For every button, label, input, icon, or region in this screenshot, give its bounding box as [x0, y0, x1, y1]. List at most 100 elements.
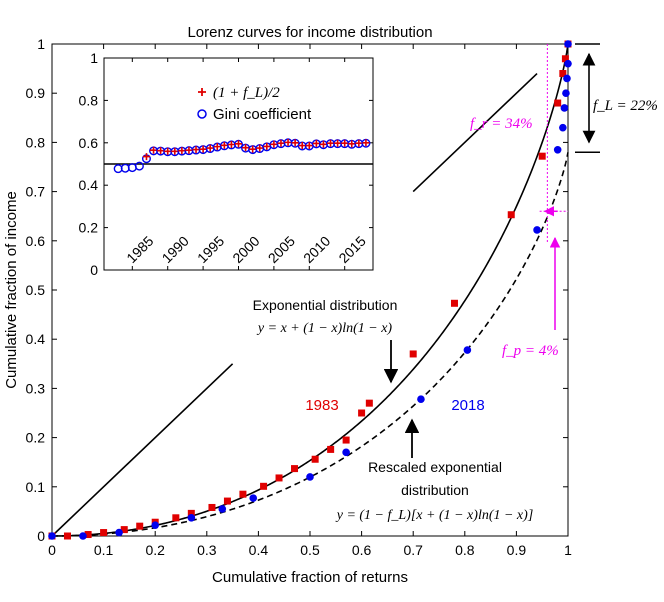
data-point-1983: [100, 529, 108, 537]
y-tick-label: 0.8: [26, 134, 46, 150]
inset-y-tick-label: 0: [90, 262, 98, 278]
x-tick-label: 0.2: [145, 542, 165, 558]
data-point-1983: [291, 465, 299, 473]
data-point-2018: [151, 521, 159, 529]
inset-y-tick-label: 0.4: [79, 177, 99, 193]
data-point-1983: [342, 436, 350, 444]
legend-circle-marker: [197, 109, 207, 119]
inset-gini-point: [134, 161, 144, 171]
inset-fL-point: [291, 139, 299, 147]
y-tick-label: 0.9: [26, 85, 46, 101]
y-tick-label: 0: [37, 528, 45, 544]
fp-label: f_p = 4%: [502, 343, 559, 359]
inset-fL-point: [185, 146, 193, 154]
data-point-2018: [553, 145, 562, 154]
data-point-2018: [115, 528, 123, 537]
inset-fL-point: [341, 139, 349, 147]
data-point-1983: [275, 474, 283, 482]
inset-fL-point: [298, 142, 306, 150]
x-tick-label: 0.6: [352, 542, 372, 558]
data-point-2018: [342, 448, 350, 457]
legend-gini-label: Gini coefficient: [213, 106, 312, 123]
data-point-1983: [136, 522, 144, 530]
inset-fL-point: [199, 145, 207, 153]
inset-fL-point: [355, 139, 363, 147]
data-point-1983: [172, 514, 180, 522]
data-point-1983: [554, 99, 562, 107]
fr-label: f_r = 34%: [470, 116, 533, 132]
inset-y-tick-label: 0.2: [79, 220, 99, 236]
x-tick-label: 0: [48, 542, 56, 558]
inset-fL-point: [213, 143, 221, 151]
y-tick-label: 0.4: [26, 331, 46, 347]
data-point-2018: [79, 532, 87, 540]
data-point-1983: [365, 399, 373, 407]
data-point-2018: [249, 494, 258, 502]
data-point-2018: [463, 346, 472, 354]
data-point-1983: [507, 211, 515, 219]
inset-fL-point: [157, 147, 165, 155]
inset-fL-point: [263, 142, 271, 150]
inset-fL-point: [164, 147, 172, 155]
data-point-2018: [562, 89, 570, 97]
data-point-1983: [409, 350, 417, 358]
data-point-2018: [417, 395, 425, 404]
legend-fL-label: (1 + f_L)/2: [213, 85, 280, 101]
y-axis-label: Cumulative fraction of income: [3, 191, 20, 389]
x-tick-label: 0.9: [507, 542, 527, 558]
data-point-1983: [223, 497, 231, 505]
rescaled-label-1: Rescaled exponential: [368, 459, 502, 475]
label-1983: 1983: [305, 397, 338, 414]
inset-fL-point: [270, 140, 278, 148]
inset-y-tick-label: 1: [90, 50, 98, 66]
y-tick-label: 0.1: [26, 479, 46, 495]
inset-fL-point: [142, 153, 150, 161]
inset-y-tick-label: 0.6: [79, 135, 99, 151]
y-tick-label: 1: [37, 36, 45, 52]
equality-line: [51, 363, 234, 537]
rescaled-label-2: distribution: [401, 482, 469, 498]
inset-fL-point: [256, 144, 264, 152]
chart-title: Lorenz curves for income distribution: [187, 24, 432, 41]
data-point-2018: [559, 123, 567, 132]
fL-label: f_L = 22%: [593, 98, 658, 114]
rescaled-formula: y = (1 − f_L)[x + (1 − x)ln(1 − x)]: [335, 508, 534, 523]
data-point-2018: [564, 59, 572, 68]
x-tick-label: 0.8: [455, 542, 475, 558]
data-point-1983: [120, 526, 128, 534]
inset-fL-point: [235, 140, 242, 148]
x-tick-label: 0.3: [197, 542, 217, 558]
inset-fL-point: [312, 139, 320, 147]
equality-line-upper: [412, 72, 538, 193]
data-point-1983: [311, 455, 319, 463]
data-point-2018: [187, 513, 196, 522]
x-tick-label: 1: [564, 542, 572, 558]
y-tick-label: 0.2: [26, 430, 46, 446]
data-point-1983: [358, 409, 366, 417]
inset-fL-point: [227, 140, 235, 148]
inset-y-tick-label: 0.8: [79, 92, 99, 108]
rescaled-exponential-curve: [52, 152, 569, 537]
inset-fL-point: [206, 144, 214, 152]
inset-fL-point: [150, 146, 158, 154]
data-point-1983: [559, 70, 567, 78]
inset-fL-point: [171, 147, 179, 155]
label-2018: 2018: [451, 397, 484, 414]
x-tick-label: 0.1: [94, 542, 114, 558]
inset-fL-point: [277, 139, 285, 147]
x-tick-label: 0.7: [403, 542, 423, 558]
data-point-1983: [84, 531, 92, 539]
x-axis-label: Cumulative fraction of returns: [212, 569, 408, 586]
legend-plus-marker: [198, 88, 206, 96]
exp-dist-formula: y = x + (1 − x)ln(1 − x): [256, 321, 393, 336]
inset-fL-point: [249, 145, 257, 153]
x-tick-label: 0.4: [249, 542, 269, 558]
inset-fL-point: [178, 147, 186, 155]
inset-fL-point: [334, 139, 342, 147]
inset-fL-point: [362, 139, 370, 147]
inset-fL-point: [319, 140, 327, 148]
inset-fL-point: [242, 144, 250, 152]
data-point-2018: [563, 74, 571, 83]
